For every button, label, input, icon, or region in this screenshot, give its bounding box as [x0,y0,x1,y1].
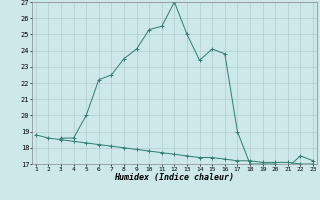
X-axis label: Humidex (Indice chaleur): Humidex (Indice chaleur) [115,173,234,182]
